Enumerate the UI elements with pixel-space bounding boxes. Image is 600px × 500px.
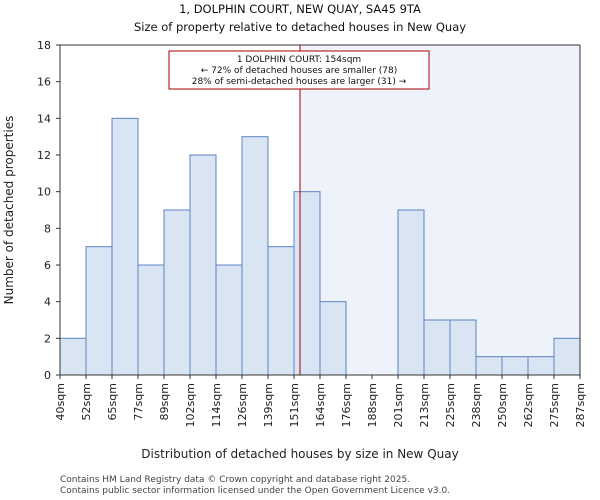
y-axis-label: Number of detached properties bbox=[2, 116, 16, 305]
annotation-box bbox=[168, 50, 430, 90]
x-tick-label: 65sqm bbox=[106, 383, 119, 420]
bar-151sqm bbox=[293, 191, 321, 376]
x-tick-label: 164sqm bbox=[314, 383, 327, 427]
x-tick-label: 102sqm bbox=[184, 383, 197, 427]
chart-subtitle: Size of property relative to detached ho… bbox=[134, 20, 466, 34]
x-tick-label: 40sqm bbox=[54, 383, 67, 420]
x-tick-label: 201sqm bbox=[392, 383, 405, 427]
x-tick-label: 77sqm bbox=[132, 383, 145, 420]
bar-250sqm bbox=[501, 356, 529, 376]
x-tick-label: 238sqm bbox=[470, 383, 483, 427]
bar-126sqm bbox=[241, 136, 269, 376]
annotation-line-2: ← 72% of detached houses are smaller (78… bbox=[201, 66, 398, 76]
bar-213sqm bbox=[423, 319, 451, 376]
x-tick-label: 114sqm bbox=[210, 383, 223, 427]
y-ticks-group: 0 2 4 6 8 10 12 14 16 18 bbox=[37, 39, 60, 382]
y-tick-label: 12 bbox=[37, 149, 51, 162]
x-tick-label: 225sqm bbox=[444, 383, 457, 427]
footer-line-1: Contains HM Land Registry data © Crown c… bbox=[60, 475, 410, 485]
bar-102sqm bbox=[189, 154, 217, 376]
x-tick-label: 275sqm bbox=[548, 383, 561, 427]
x-tick-label: 213sqm bbox=[418, 383, 431, 427]
bar-40sqm bbox=[59, 337, 87, 376]
y-tick-label: 10 bbox=[37, 186, 51, 199]
y-tick-label: 2 bbox=[44, 332, 51, 345]
bar-114sqm bbox=[215, 264, 243, 376]
y-tick-label: 6 bbox=[44, 259, 51, 272]
x-tick-label: 52sqm bbox=[80, 383, 93, 420]
bar-275sqm bbox=[553, 337, 581, 376]
x-ticks-group: 40sqm 52sqm 65sqm 77sqm 89sqm 102sqm 114sqm 126… bbox=[54, 375, 587, 427]
bar-225sqm bbox=[449, 319, 477, 376]
x-tick-label: 262sqm bbox=[522, 383, 535, 427]
x-axis-label: Distribution of detached houses by size … bbox=[141, 447, 458, 461]
x-tick-label: 188sqm bbox=[366, 383, 379, 427]
x-tick-label: 287sqm bbox=[574, 383, 587, 427]
x-tick-label: 176sqm bbox=[340, 383, 353, 427]
x-tick-label: 126sqm bbox=[236, 383, 249, 427]
y-tick-label: 8 bbox=[44, 222, 51, 235]
bar-201sqm bbox=[397, 209, 425, 376]
y-tick-label: 0 bbox=[44, 369, 51, 382]
bar-262sqm bbox=[527, 356, 555, 376]
bar-77sqm bbox=[137, 264, 165, 376]
x-tick-label: 139sqm bbox=[262, 383, 275, 427]
bars-group bbox=[59, 117, 581, 376]
chart-title: 1, DOLPHIN COURT, NEW QUAY, SA45 9TA bbox=[179, 2, 421, 16]
bar-238sqm bbox=[475, 356, 503, 376]
x-tick-label: 151sqm bbox=[288, 383, 301, 427]
x-tick-label: 250sqm bbox=[496, 383, 509, 427]
bar-52sqm bbox=[85, 246, 113, 376]
y-tick-label: 18 bbox=[37, 39, 51, 52]
footer-line-2: Contains public sector information licen… bbox=[60, 486, 450, 496]
annotation-line-1: 1 DOLPHIN COURT: 154sqm bbox=[237, 55, 361, 65]
y-tick-label: 16 bbox=[37, 76, 51, 89]
x-tick-label: 89sqm bbox=[158, 383, 171, 420]
bar-139sqm bbox=[267, 246, 295, 376]
annotation-line-3: 28% of semi-detached houses are larger (… bbox=[192, 77, 407, 87]
bar-65sqm bbox=[111, 117, 139, 376]
bar-164sqm bbox=[319, 301, 347, 376]
y-tick-label: 14 bbox=[37, 112, 51, 125]
y-tick-label: 4 bbox=[44, 296, 51, 309]
bar-89sqm bbox=[163, 209, 191, 376]
